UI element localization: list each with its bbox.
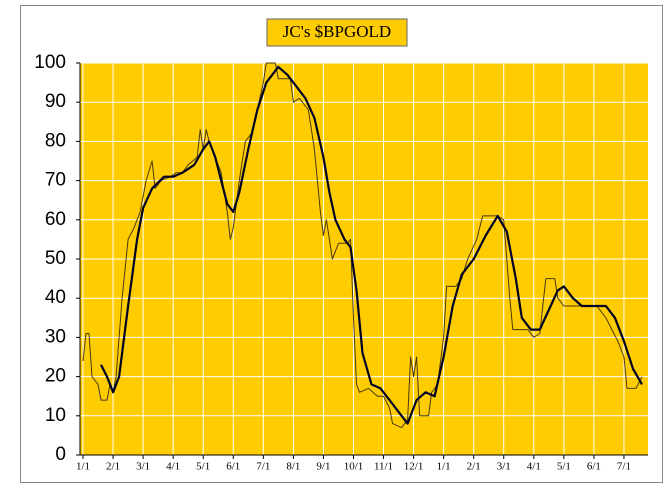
x-tick-label: 2/1 (467, 461, 481, 473)
x-tick-label: 10/1 (344, 461, 364, 473)
x-tick-label: 4/1 (166, 461, 180, 473)
x-tick-label: 8/1 (286, 461, 300, 473)
x-tick-label: 7/1 (617, 461, 631, 473)
plot-area: 0 10 20 30 40 50 60 70 80 90 100 1/1 2/1 3/1 4/1 5/1 6/1… (34, 52, 648, 473)
y-tick-label: 80 (45, 130, 66, 151)
x-tick-label: 6/1 (587, 461, 601, 473)
y-tick-label: 40 (45, 287, 66, 308)
x-tick-label: 6/1 (226, 461, 240, 473)
x-tick-label: 11/1 (374, 461, 393, 473)
y-tick-label: 50 (45, 248, 66, 269)
y-tick-label: 90 (45, 91, 66, 112)
y-tick-label: 60 (45, 209, 66, 230)
line-series (82, 62, 643, 429)
x-tick-label: 3/1 (497, 461, 511, 473)
y-tick-label: 30 (45, 326, 66, 347)
x-tick-label: 1/1 (76, 461, 90, 473)
x-tick-label: 4/1 (527, 461, 541, 473)
y-tick-label: 10 (45, 405, 66, 426)
x-tick-label: 5/1 (196, 461, 210, 473)
y-tick-label: 70 (45, 170, 66, 191)
title-box (266, 18, 408, 47)
x-tick-label: 5/1 (557, 461, 571, 473)
x-tick-label: 7/1 (256, 461, 270, 473)
y-tick-label: 20 (45, 366, 66, 387)
y-tick-label: 100 (34, 52, 66, 73)
line-series (100, 65, 643, 425)
x-tick-label: 3/1 (136, 461, 150, 473)
x-tick-label: 12/1 (404, 461, 424, 473)
x-tick-label: 9/1 (316, 461, 330, 473)
x-tick-label: 1/1 (437, 461, 451, 473)
x-tick-label: 2/1 (106, 461, 120, 473)
chart-title: JC's $BPGOLD (283, 22, 391, 41)
y-tick-label: 0 (55, 444, 66, 465)
